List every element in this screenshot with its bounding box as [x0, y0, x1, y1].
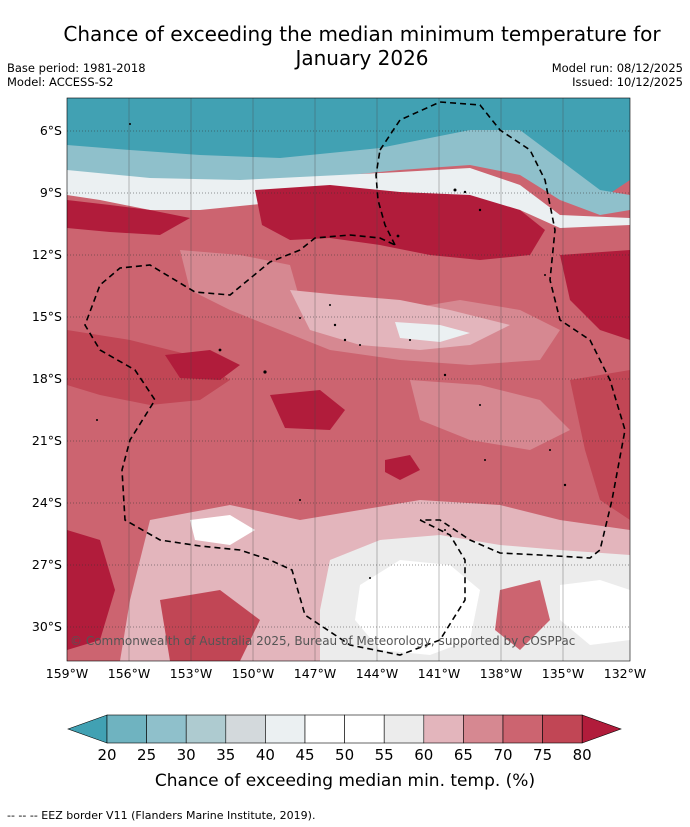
colorbar-tick: 75 [533, 746, 553, 764]
colorbar-65-70 [463, 714, 504, 744]
eez-footnote: -- -- -- EEZ border V11 (Flanders Marine… [7, 809, 316, 822]
colorbar-high-arrow [581, 714, 622, 744]
lon-label-138w: 138°W [479, 666, 523, 681]
lat-label-21s: 21°S [31, 433, 62, 448]
colorbar-35-40 [225, 714, 266, 744]
colorbar-tick: 50 [335, 746, 355, 764]
title-line-1: Chance of exceeding the median minimum t… [63, 22, 661, 46]
field-dark-spot2 [270, 390, 345, 430]
model-name: Model: ACCESS-S2 [7, 75, 114, 89]
lon-label-150w: 150°W [231, 666, 275, 681]
lat-label-18s: 18°S [31, 371, 62, 386]
colorbar-25-30 [146, 714, 187, 744]
field-north-light [67, 130, 630, 215]
colorbar-tick: 35 [216, 746, 236, 764]
colorbar-20-25 [106, 714, 147, 744]
colorbar-tick: 65 [453, 746, 473, 764]
islands [96, 123, 567, 579]
colorbar-tick: 25 [137, 746, 157, 764]
colorbar-tick: 60 [414, 746, 434, 764]
field-south-white3 [560, 580, 630, 645]
eez-border-tuamotu [84, 234, 466, 656]
field-band-dark-west [67, 200, 190, 235]
field-mid-east [410, 380, 570, 450]
gridlines [67, 130, 630, 628]
colorbar-45-50 [304, 714, 345, 744]
eez-border-marquesas [379, 101, 626, 559]
lon-label-132w: 132°W [603, 666, 647, 681]
colorbar-label: Chance of exceeding median min. temp. (%… [154, 771, 536, 791]
colorbar-60-65 [423, 714, 464, 744]
map-fields [67, 98, 630, 661]
colorbar-tick: 20 [97, 746, 117, 764]
lon-label-159w: 159°W [45, 666, 89, 681]
colorbar-tick: 40 [255, 746, 275, 764]
field-north-cyan [67, 98, 630, 200]
field-west-dark [67, 330, 230, 405]
lon-label-144w: 144°W [355, 666, 399, 681]
colorbar-75-80 [542, 714, 583, 744]
lon-label-141w: 141°W [417, 666, 461, 681]
map-frame [66, 97, 631, 662]
field-southwest-dark [67, 530, 115, 650]
field-dark-spot1 [165, 350, 240, 380]
lat-label-9s: 9°S [39, 185, 62, 200]
copyright-notice: © Commonwealth of Australia 2025, Bureau… [70, 634, 576, 648]
colorbar-55-60 [383, 714, 425, 744]
meta-right: Model run: 08/12/2025 Issued: 10/12/2025 [552, 61, 683, 89]
map-title: Chance of exceeding the median minimum t… [0, 22, 690, 70]
eez-borders [84, 101, 626, 656]
colorbar-tick: 55 [374, 746, 394, 764]
lat-label-27s: 27°S [31, 557, 62, 572]
title-line-2: January 2026 [295, 46, 429, 70]
colorbar-tick: 45 [295, 746, 315, 764]
colorbar-30-35 [185, 714, 227, 744]
issued-date: Issued: 10/12/2025 [572, 75, 683, 89]
meta-left: Base period: 1981-2018 Model: ACCESS-S2 [7, 61, 146, 89]
lat-label-15s: 15°S [31, 309, 62, 324]
colorbar-tick: 70 [493, 746, 513, 764]
meridians [128, 98, 564, 661]
lat-label-12s: 12°S [31, 247, 62, 262]
field-east-dark [560, 250, 630, 340]
field-south-white [355, 560, 480, 655]
field-mid-white [395, 322, 470, 342]
lon-label-147w: 147°W [293, 666, 337, 681]
model-run: Model run: 08/12/2025 [551, 61, 683, 75]
lon-label-153w: 153°W [169, 666, 213, 681]
lon-label-156w: 156°W [107, 666, 151, 681]
lon-label-135w: 135°W [541, 666, 585, 681]
lat-label-30s: 30°S [31, 619, 62, 634]
field-band-dark [255, 185, 545, 260]
field-north-white [67, 168, 630, 228]
colorbar-70-75 [502, 714, 543, 744]
colorbar-tick: 80 [572, 746, 592, 764]
field-south-dark-east [495, 580, 550, 650]
colorbar-low-arrow [67, 714, 108, 744]
field-south-white2 [190, 515, 255, 545]
lat-label-24s: 24°S [31, 495, 62, 510]
eez-border-society-link [375, 149, 396, 246]
field-dark-spot3 [385, 455, 420, 480]
lat-label-6s: 6°S [39, 123, 62, 138]
colorbar-tick: 30 [176, 746, 196, 764]
colorbar-40-45 [265, 714, 306, 744]
field-south-dark-mid [160, 590, 260, 661]
base-period: Base period: 1981-2018 [7, 61, 146, 75]
colorbar [67, 714, 622, 744]
colorbar-50-55 [344, 714, 385, 744]
